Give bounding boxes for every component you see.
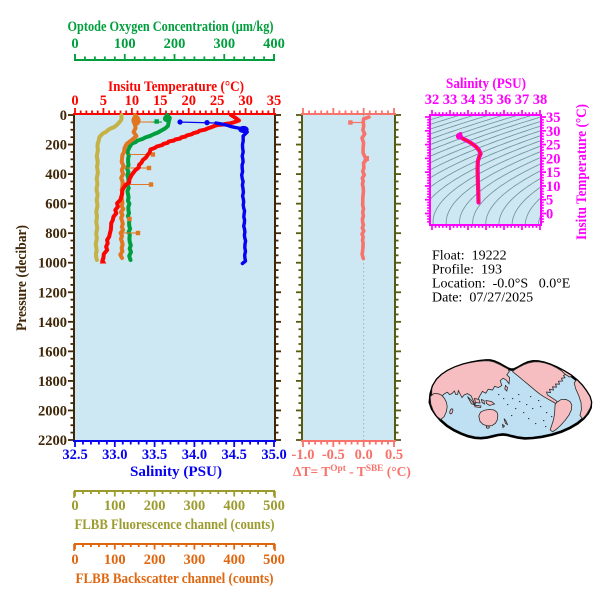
- svg-text:30: 30: [546, 124, 561, 140]
- svg-text:Insitu Temperature (°C): Insitu Temperature (°C): [108, 79, 244, 95]
- svg-text:Optode Oxygen Concentration (µ: Optode Oxygen Concentration (µm/kg): [68, 19, 274, 35]
- svg-text:32: 32: [425, 92, 440, 108]
- svg-text:500: 500: [263, 498, 285, 514]
- svg-text:10: 10: [546, 179, 561, 195]
- svg-text:0: 0: [60, 108, 67, 124]
- svg-text:32.5: 32.5: [62, 447, 87, 463]
- svg-text:1200: 1200: [38, 285, 67, 301]
- svg-text:15: 15: [153, 93, 168, 109]
- svg-text:25: 25: [546, 138, 561, 154]
- svg-text:Salinity (PSU): Salinity (PSU): [130, 464, 222, 480]
- svg-text:35: 35: [479, 92, 494, 108]
- svg-text:10: 10: [125, 93, 140, 109]
- svg-text:34.5: 34.5: [222, 447, 247, 463]
- svg-text:Profile: 193: Profile: 193: [432, 263, 502, 278]
- svg-text:2000: 2000: [38, 403, 67, 419]
- svg-text:Pressure (decibar): Pressure (decibar): [14, 225, 30, 331]
- svg-text:-0.5: -0.5: [322, 447, 345, 463]
- svg-text:33: 33: [443, 92, 458, 108]
- svg-text:200: 200: [144, 498, 166, 514]
- svg-text:20: 20: [181, 93, 196, 109]
- svg-text:0: 0: [71, 93, 78, 109]
- svg-text:200: 200: [144, 552, 166, 568]
- svg-text:0.5: 0.5: [385, 447, 403, 463]
- svg-text:15: 15: [546, 165, 561, 181]
- svg-text:800: 800: [45, 226, 67, 242]
- svg-text:Float: 19222: Float: 19222: [432, 249, 507, 264]
- svg-text:25: 25: [210, 93, 225, 109]
- svg-text:34: 34: [461, 92, 476, 108]
- svg-text:0.0: 0.0: [355, 447, 373, 463]
- svg-text:600: 600: [45, 197, 67, 213]
- svg-text:400: 400: [45, 167, 67, 183]
- svg-text:400: 400: [223, 498, 245, 514]
- svg-text:Location: -0.0°S 0.0°E: Location: -0.0°S 0.0°E: [432, 277, 570, 292]
- svg-text:300: 300: [184, 498, 206, 514]
- svg-text:36: 36: [497, 92, 512, 108]
- svg-text:33.5: 33.5: [142, 447, 167, 463]
- svg-text:ΔT= TOpt - TSBE (°C): ΔT= TOpt - TSBE (°C): [293, 464, 411, 479]
- svg-text:500: 500: [263, 552, 285, 568]
- svg-text:38: 38: [533, 92, 548, 108]
- svg-text:100: 100: [114, 36, 136, 52]
- svg-text:300: 300: [184, 552, 206, 568]
- svg-text:35: 35: [546, 110, 561, 126]
- svg-text:30: 30: [238, 93, 253, 109]
- svg-text:1000: 1000: [38, 256, 67, 272]
- svg-text:100: 100: [104, 552, 126, 568]
- svg-text:20: 20: [546, 151, 561, 167]
- svg-text:34.0: 34.0: [182, 447, 207, 463]
- svg-text:100: 100: [104, 498, 126, 514]
- svg-text:FLBB Backscatter channel (coun: FLBB Backscatter channel (counts): [76, 571, 274, 587]
- svg-text:400: 400: [223, 552, 245, 568]
- svg-text:35.0: 35.0: [261, 447, 286, 463]
- svg-text:37: 37: [515, 92, 530, 108]
- svg-text:2200: 2200: [38, 433, 67, 449]
- svg-text:33.0: 33.0: [102, 447, 127, 463]
- svg-text:-1.0: -1.0: [292, 447, 315, 463]
- svg-text:5: 5: [546, 193, 553, 209]
- svg-text:200: 200: [164, 36, 186, 52]
- svg-text:1800: 1800: [38, 374, 67, 390]
- svg-text:Salinity (PSU): Salinity (PSU): [446, 76, 526, 92]
- svg-text:Date: 07/27/2025: Date: 07/27/2025: [432, 291, 533, 306]
- svg-text:FLBB Fluorescence channel (cou: FLBB Fluorescence channel (counts): [75, 517, 275, 533]
- svg-text:0: 0: [71, 498, 78, 514]
- svg-text:200: 200: [45, 138, 67, 154]
- svg-text:0: 0: [546, 207, 553, 223]
- svg-text:Insitu Temperature (°C): Insitu Temperature (°C): [574, 104, 590, 240]
- svg-text:300: 300: [213, 36, 235, 52]
- svg-text:400: 400: [263, 36, 285, 52]
- svg-text:35: 35: [267, 93, 282, 109]
- svg-text:1600: 1600: [38, 344, 67, 360]
- svg-text:1400: 1400: [38, 315, 67, 331]
- svg-text:5: 5: [100, 93, 107, 109]
- svg-text:0: 0: [71, 36, 78, 52]
- svg-text:0: 0: [71, 552, 78, 568]
